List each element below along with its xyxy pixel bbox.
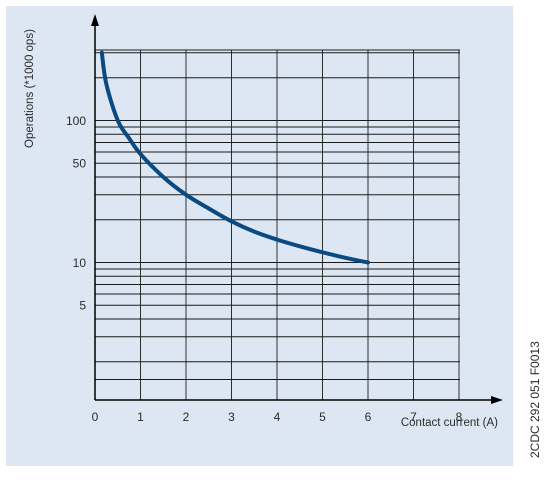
x-axis-arrow — [491, 396, 503, 404]
y-tick-label: 100 — [66, 114, 86, 128]
x-tick-label: 3 — [228, 410, 235, 424]
x-tick-label: 6 — [365, 410, 372, 424]
y-axis-arrow — [91, 14, 99, 26]
figure-code: 2CDC 292 051 F0013 — [528, 341, 542, 458]
x-tick-label: 8 — [456, 410, 463, 424]
x-tick-label: 2 — [183, 410, 190, 424]
x-tick-label: 1 — [137, 410, 144, 424]
grid — [95, 49, 460, 400]
x-tick-label: 5 — [319, 410, 326, 424]
y-axis-label: Operations (*1000 ops) — [24, 29, 36, 148]
x-tick-label: 4 — [274, 410, 281, 424]
x-axis-label: Contact current (A) — [401, 417, 498, 429]
x-tick-labels: 0 1 2 3 4 5 6 7 8 — [92, 410, 463, 424]
axes — [91, 14, 503, 404]
y-tick-labels: 100 50 10 5 — [66, 114, 86, 313]
y-tick-label: 5 — [79, 299, 86, 313]
x-tick-label: 7 — [410, 410, 417, 424]
x-tick-label: 0 — [92, 410, 99, 424]
y-tick-label: 50 — [73, 157, 87, 171]
chart-panel — [6, 6, 513, 466]
y-tick-label: 10 — [73, 256, 87, 270]
series-line — [99, 50, 370, 265]
